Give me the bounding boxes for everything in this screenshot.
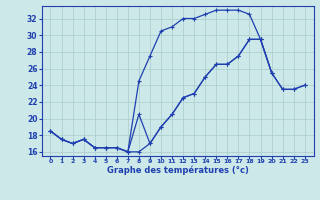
X-axis label: Graphe des températures (°c): Graphe des températures (°c)	[107, 166, 249, 175]
